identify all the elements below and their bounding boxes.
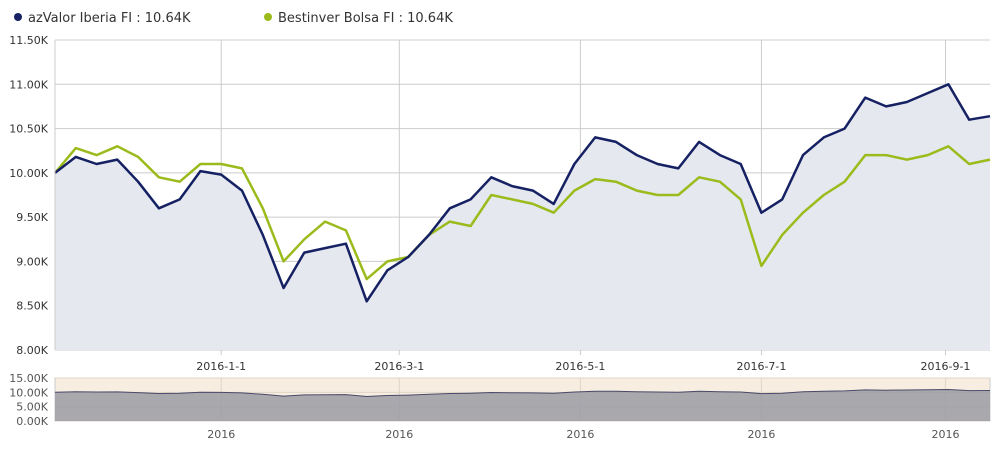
- y-tick-label: 11.50K: [9, 34, 48, 47]
- navigator-x-tick-label: 2016: [207, 428, 235, 441]
- navigator-y-tick-label: 0.00K: [16, 415, 48, 428]
- x-tick-label: 2016-1-1: [196, 360, 246, 373]
- y-tick-label: 11.00K: [9, 78, 48, 91]
- series-area-azvalor: [55, 84, 990, 351]
- navigator-y-tick-label: 15.00K: [9, 372, 48, 385]
- x-tick-label: 2016-3-1: [374, 360, 424, 373]
- x-tick-label: 2016-9-1: [921, 360, 971, 373]
- y-tick-label: 10.00K: [9, 167, 48, 180]
- legend-marker-azvalor: [14, 13, 22, 21]
- legend-label-azvalor[interactable]: azValor Iberia FI : 10.64K: [28, 11, 191, 26]
- navigator-area: [55, 389, 990, 421]
- navigator-x-tick-label: 2016: [931, 428, 959, 441]
- legend-marker-bestinver: [264, 13, 272, 21]
- x-axis: 2016-1-1 2016-3-1 2016-5-1 2016-7-1 2016-9-1: [196, 350, 970, 373]
- main-series: [54, 83, 991, 351]
- navigator-y-tick-label: 5.00K: [16, 401, 48, 414]
- y-tick-label: 8.50K: [16, 300, 48, 313]
- navigator-x-tick-label: 2016: [385, 428, 413, 441]
- y-tick-label: 10.50K: [9, 123, 48, 136]
- navigator-y-tick-label: 10.00K: [9, 386, 48, 399]
- navigator-series: [54, 388, 991, 421]
- y-axis: 8.00K 8.50K 9.00K 9.50K 10.00K 10.50K 11.00K 11…: [9, 34, 48, 357]
- navigator-x-tick-label: 2016: [747, 428, 775, 441]
- main-plot: 8.00K 8.50K 9.00K 9.50K 10.00K 10.50K 11.00K 11…: [9, 34, 991, 373]
- legend[interactable]: azValor Iberia FI : 10.64K Bestinver Bol…: [14, 11, 453, 26]
- navigator-x-tick-label: 2016: [566, 428, 594, 441]
- series-line-azvalor: [54, 83, 991, 303]
- navigator-line: [54, 388, 991, 398]
- y-tick-label: 9.00K: [16, 255, 48, 268]
- y-tick-label: 9.50K: [16, 211, 48, 224]
- legend-label-bestinver[interactable]: Bestinver Bolsa FI : 10.64K: [278, 11, 453, 26]
- x-tick-label: 2016-7-1: [736, 360, 786, 373]
- navigator-x-axis: 2016 2016 2016 2016 2016: [207, 428, 959, 441]
- y-tick-label: 8.00K: [16, 344, 48, 357]
- series-line-bestinver: [54, 145, 991, 281]
- x-tick-label: 2016-5-1: [555, 360, 605, 373]
